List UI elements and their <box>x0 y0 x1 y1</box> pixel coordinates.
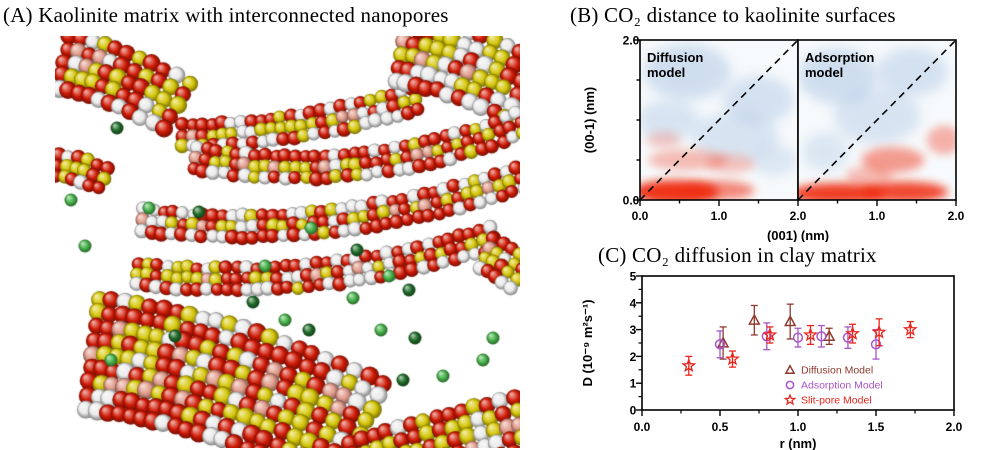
x-tick-label: 1.0 <box>711 209 728 223</box>
heatmap-model-label: Adsorption model <box>805 50 874 80</box>
panel-c-title: (C) CO₂ diffusion in clay matrix <box>598 243 877 267</box>
circle-marker <box>761 331 772 342</box>
y-tick-label: 4 <box>630 296 637 310</box>
triangle-marker <box>748 313 761 325</box>
circle-marker <box>785 380 795 390</box>
x-tick-label: 1.0 <box>869 209 886 223</box>
co2-distance-heatmap: Diffusion model 0.0 1.0 2.0 Adsorption model 1.… <box>582 34 965 243</box>
x-tick-label: 2.0 <box>790 209 807 223</box>
heatmap-model-label: Diffusion model <box>647 50 703 80</box>
star-marker <box>803 327 818 342</box>
y-axis-title: (00-1) (nm) <box>582 87 597 153</box>
star-marker <box>845 325 861 341</box>
legend-label: Slit-pore Model <box>801 395 872 407</box>
triangle-marker <box>783 314 797 327</box>
diagonal-dashed-line <box>798 40 956 200</box>
star-marker <box>725 351 740 366</box>
x-tick-label: 0.5 <box>712 420 729 434</box>
star-marker <box>902 321 918 336</box>
y-tick-label: 1 <box>630 377 637 391</box>
star-marker <box>681 357 697 373</box>
star-marker <box>871 324 887 339</box>
star-marker <box>783 393 797 406</box>
x-tick-label: 1.5 <box>868 420 885 434</box>
legend-label: Adsorption Model <box>801 380 883 392</box>
legend-label: Diffusion Model <box>801 365 873 377</box>
x-axis-title: r (nm) <box>780 436 817 450</box>
x-tick-label: 2.0 <box>948 209 965 223</box>
circle-marker <box>792 332 804 343</box>
diagonal-dashed-line <box>640 40 798 200</box>
x-tick-label: 0.0 <box>632 209 649 223</box>
y-tick-label: 0.0 <box>623 194 640 208</box>
circle-marker <box>714 339 726 350</box>
x-tick-label: 2.0 <box>946 420 963 434</box>
triangle-marker <box>822 329 836 341</box>
triangle-marker <box>784 364 796 374</box>
star-marker <box>762 327 778 342</box>
panel-a-title: (A) Kaolinite matrix with interconnected… <box>3 3 449 27</box>
circle-marker <box>870 339 882 350</box>
panel-b-title: (B) CO₂ distance to kaolinite surfaces <box>570 3 896 27</box>
circle-marker <box>816 331 827 342</box>
y-tick-label: 3 <box>630 323 637 337</box>
x-tick-label: 0.0 <box>634 420 651 434</box>
y-tick-label: 2 <box>630 350 637 364</box>
diffusion-scatter-chart: 0.0 0.5 1.0 1.5 2.0 0 1 2 3 4 5 Diffusion Model Adso… <box>580 270 963 450</box>
y-tick-label: 0 <box>630 404 637 418</box>
kaolinite-structure-image <box>55 36 520 448</box>
x-tick-label: 1.0 <box>790 420 807 434</box>
x-axis-title: (001) (nm) <box>767 228 829 242</box>
heatmap-panel-1 <box>798 40 956 200</box>
y-tick-label: 2.0 <box>623 34 640 48</box>
y-axis-title: D (10⁻⁹ m²s⁻¹) <box>580 299 595 386</box>
y-tick-label: 5 <box>630 270 637 284</box>
heatmap-panel-0 <box>640 40 798 200</box>
